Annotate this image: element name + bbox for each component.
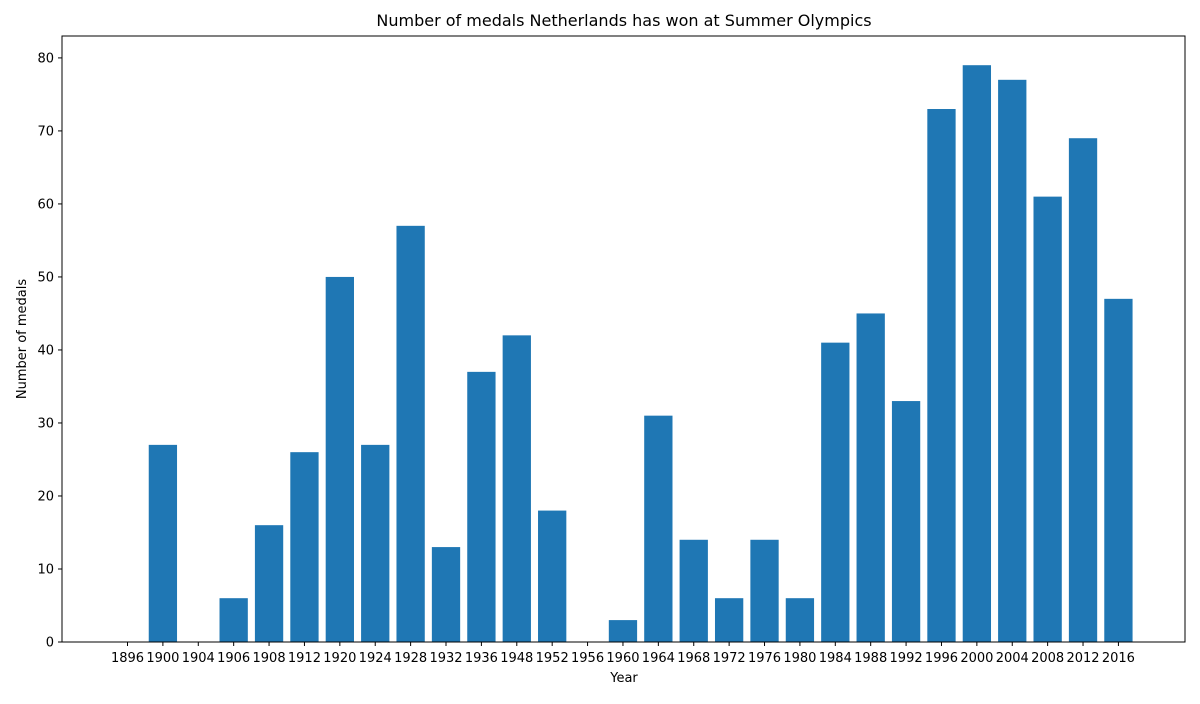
bar-1980 bbox=[785, 598, 815, 642]
bar-1920 bbox=[325, 276, 354, 642]
x-axis-label: Year bbox=[609, 671, 638, 686]
y-tick-label: 70 bbox=[37, 124, 54, 139]
x-tick-label: 1960 bbox=[606, 651, 639, 666]
x-tick-label: 2008 bbox=[1031, 651, 1064, 666]
x-tick-label: 1936 bbox=[465, 651, 498, 666]
x-tick-label: 1964 bbox=[642, 651, 675, 666]
x-tick-label: 1984 bbox=[819, 651, 852, 666]
bar-2012 bbox=[1068, 138, 1098, 642]
bar-1932 bbox=[431, 547, 461, 642]
bar-1900 bbox=[148, 444, 178, 642]
bar-1984 bbox=[821, 342, 850, 642]
bar-1988 bbox=[856, 313, 885, 642]
y-tick-label: 20 bbox=[37, 489, 54, 504]
bar-1964 bbox=[644, 415, 673, 642]
x-tick-label: 1952 bbox=[536, 651, 569, 666]
bar-1948 bbox=[502, 335, 531, 642]
plot-frame bbox=[61, 35, 1186, 643]
bar-2000 bbox=[962, 65, 992, 642]
y-tick-label: 80 bbox=[37, 51, 54, 66]
y-tick-label: 50 bbox=[37, 270, 54, 285]
x-tick-label: 1920 bbox=[323, 651, 356, 666]
y-tick-label: 30 bbox=[37, 416, 54, 431]
bar-1912 bbox=[290, 452, 319, 642]
y-tick-label: 40 bbox=[37, 343, 54, 358]
y-axis-label: Number of medals bbox=[15, 279, 30, 400]
x-tick-label: 1972 bbox=[713, 651, 746, 666]
bar-2016 bbox=[1104, 298, 1133, 642]
x-tick-label: 1996 bbox=[925, 651, 958, 666]
x-tick-label: 1900 bbox=[146, 651, 179, 666]
y-tick-label: 10 bbox=[37, 562, 54, 577]
x-tick-label: 1896 bbox=[111, 651, 144, 666]
x-tick-label: 1908 bbox=[253, 651, 286, 666]
x-tick-label: 1992 bbox=[890, 651, 923, 666]
x-tick-label: 1904 bbox=[182, 651, 215, 666]
bar-2008 bbox=[1033, 196, 1062, 642]
bar-1936 bbox=[467, 371, 496, 642]
bar-1992 bbox=[891, 401, 921, 642]
x-tick-label: 1980 bbox=[783, 651, 816, 666]
x-tick-label: 1956 bbox=[571, 651, 604, 666]
x-tick-label: 1976 bbox=[748, 651, 781, 666]
bar-1972 bbox=[714, 598, 744, 642]
bar-1952 bbox=[538, 510, 567, 642]
x-tick-label: 1948 bbox=[500, 651, 533, 666]
x-tick-label: 1906 bbox=[217, 651, 250, 666]
bar-2004 bbox=[998, 79, 1027, 642]
bar-1976 bbox=[750, 539, 779, 642]
x-tick-label: 1924 bbox=[359, 651, 392, 666]
y-tick-label: 60 bbox=[37, 197, 54, 212]
x-tick-label: 2012 bbox=[1066, 651, 1099, 666]
y-tick-label: 0 bbox=[46, 636, 54, 651]
bar-1924 bbox=[361, 444, 390, 642]
chart-title: Number of medals Netherlands has won at … bbox=[376, 11, 871, 30]
x-tick-label: 1928 bbox=[394, 651, 427, 666]
bar-1960 bbox=[608, 620, 638, 642]
x-tick-label: 2000 bbox=[960, 651, 993, 666]
bars-group bbox=[148, 65, 1133, 642]
bar-1968 bbox=[679, 539, 708, 642]
bar-1928 bbox=[396, 225, 425, 642]
x-tick-label: 1968 bbox=[677, 651, 710, 666]
x-tick-label: 1988 bbox=[854, 651, 887, 666]
x-tick-label: 1912 bbox=[288, 651, 321, 666]
y-axis: 0 10 20 30 40 50 60 70 80 bbox=[37, 51, 62, 651]
bar-1906 bbox=[219, 598, 248, 642]
x-tick-label: 2004 bbox=[996, 651, 1029, 666]
x-tick-label: 1932 bbox=[429, 651, 462, 666]
x-tick-label: 2016 bbox=[1102, 651, 1135, 666]
x-axis: 1896 1900 1904 1906 1908 1912 1920 1924 1928 1932… bbox=[111, 642, 1135, 666]
bar-1908 bbox=[254, 525, 284, 642]
bar-1996 bbox=[927, 109, 956, 642]
